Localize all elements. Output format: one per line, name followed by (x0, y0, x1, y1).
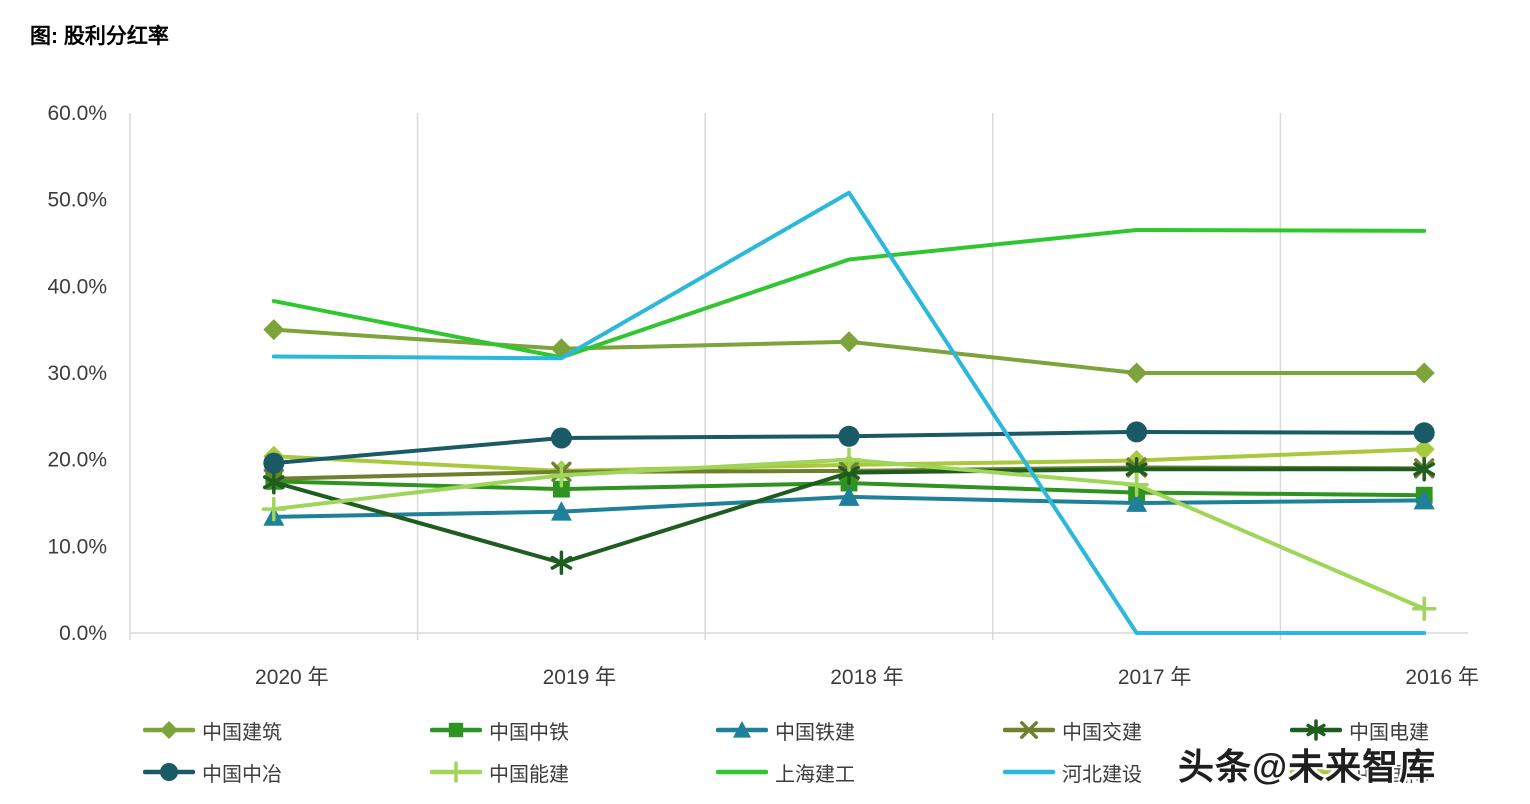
legend-item-8: 上海建工 (716, 759, 855, 786)
series-marker-circle (838, 425, 860, 447)
legend-x-icon (1003, 721, 1055, 739)
legend-label: 中国交建 (1062, 721, 1142, 744)
legend-item-7: 中国能建 (430, 759, 569, 786)
series-marker-triangle (733, 721, 751, 738)
series-marker-circle (1413, 422, 1435, 444)
y-axis-tick-label: 40.0% (47, 275, 107, 298)
x-axis-category-label: 2017 年 (1118, 666, 1192, 689)
x-axis-category-label: 2020 年 (255, 666, 329, 689)
y-axis-tick-label: 0.0% (59, 622, 107, 645)
legend-circle-icon (143, 763, 195, 781)
series-marker-x (1020, 721, 1038, 739)
y-axis-tick-label: 50.0% (47, 189, 107, 212)
series-marker-asterisk (1125, 462, 1148, 477)
series-line-9 (271, 190, 1427, 635)
series-marker-triangle (550, 501, 572, 521)
legend-triangle-icon (716, 721, 768, 738)
legend-line-icon (716, 769, 768, 775)
legend-label: 中国中冶 (202, 763, 282, 786)
chart-title: 图: 股利分红率 (30, 25, 169, 48)
legend-label: 河北建设 (1062, 763, 1142, 786)
legend-label: 中国建筑 (202, 721, 282, 744)
x-axis-category-label: 2016 年 (1405, 666, 1479, 689)
y-axis-tick-label: 10.0% (47, 535, 107, 558)
legend-diamond-icon (143, 721, 195, 739)
y-axis-tick-label: 20.0% (47, 449, 107, 472)
series-marker-triangle (1126, 492, 1148, 512)
series-marker-diamond (160, 721, 178, 739)
legend-label: 中国铁建 (775, 721, 855, 744)
legend-label: 中国中铁 (489, 721, 569, 744)
watermark: 头条@未来智库 (1178, 746, 1437, 787)
series-marker-diamond (1126, 362, 1148, 384)
series-marker-diamond (1413, 362, 1435, 384)
legend-line-icon (1003, 769, 1055, 775)
series-marker-asterisk (1306, 723, 1326, 737)
legend-label: 上海建工 (775, 763, 855, 786)
x-axis-category-label: 2019 年 (543, 666, 617, 689)
series-marker-circle (1126, 421, 1148, 443)
series-marker-circle (550, 427, 572, 449)
series-marker-asterisk (838, 465, 860, 480)
x-axis-category-label: 2018 年 (830, 666, 904, 689)
series-marker-diamond (838, 331, 860, 353)
legend-plus-icon (430, 761, 482, 783)
series-marker-asterisk (262, 475, 285, 490)
chart-canvas: 0.0% 10.0% 20.0% 30.0% 40.0% 50.0% 60.0% 2020 年… (47, 102, 1479, 689)
series-marker-diamond (263, 319, 285, 341)
series-marker-triangle (838, 486, 860, 506)
series-marker-square (448, 722, 464, 738)
legend-label: 中国能建 (489, 763, 569, 786)
series-marker-x (1020, 721, 1038, 739)
series-marker-asterisk (550, 555, 573, 570)
y-axis-tick-label: 30.0% (47, 362, 107, 385)
series-marker-circle (160, 763, 178, 781)
series-marker-diamond (1413, 438, 1435, 460)
legend-item-6: 中国中冶 (143, 759, 282, 786)
legend-item-9: 河北建设 (1003, 759, 1142, 786)
legend-item-4: 中国交建 (1003, 717, 1142, 744)
legend-item-1: 中国建筑 (143, 717, 282, 744)
series-marker-circle (263, 452, 285, 474)
legend-item-3: 中国铁建 (716, 717, 855, 744)
series-marker-square (553, 480, 570, 498)
series-marker-triangle (1413, 489, 1435, 510)
y-axis-tick-label: 60.0% (47, 102, 107, 125)
series-line-8 (271, 228, 1427, 360)
series-marker-asterisk (1306, 723, 1326, 737)
legend-item-2: 中国中铁 (430, 717, 569, 744)
series-marker-asterisk (1413, 462, 1436, 477)
legend-square-icon (430, 722, 482, 738)
